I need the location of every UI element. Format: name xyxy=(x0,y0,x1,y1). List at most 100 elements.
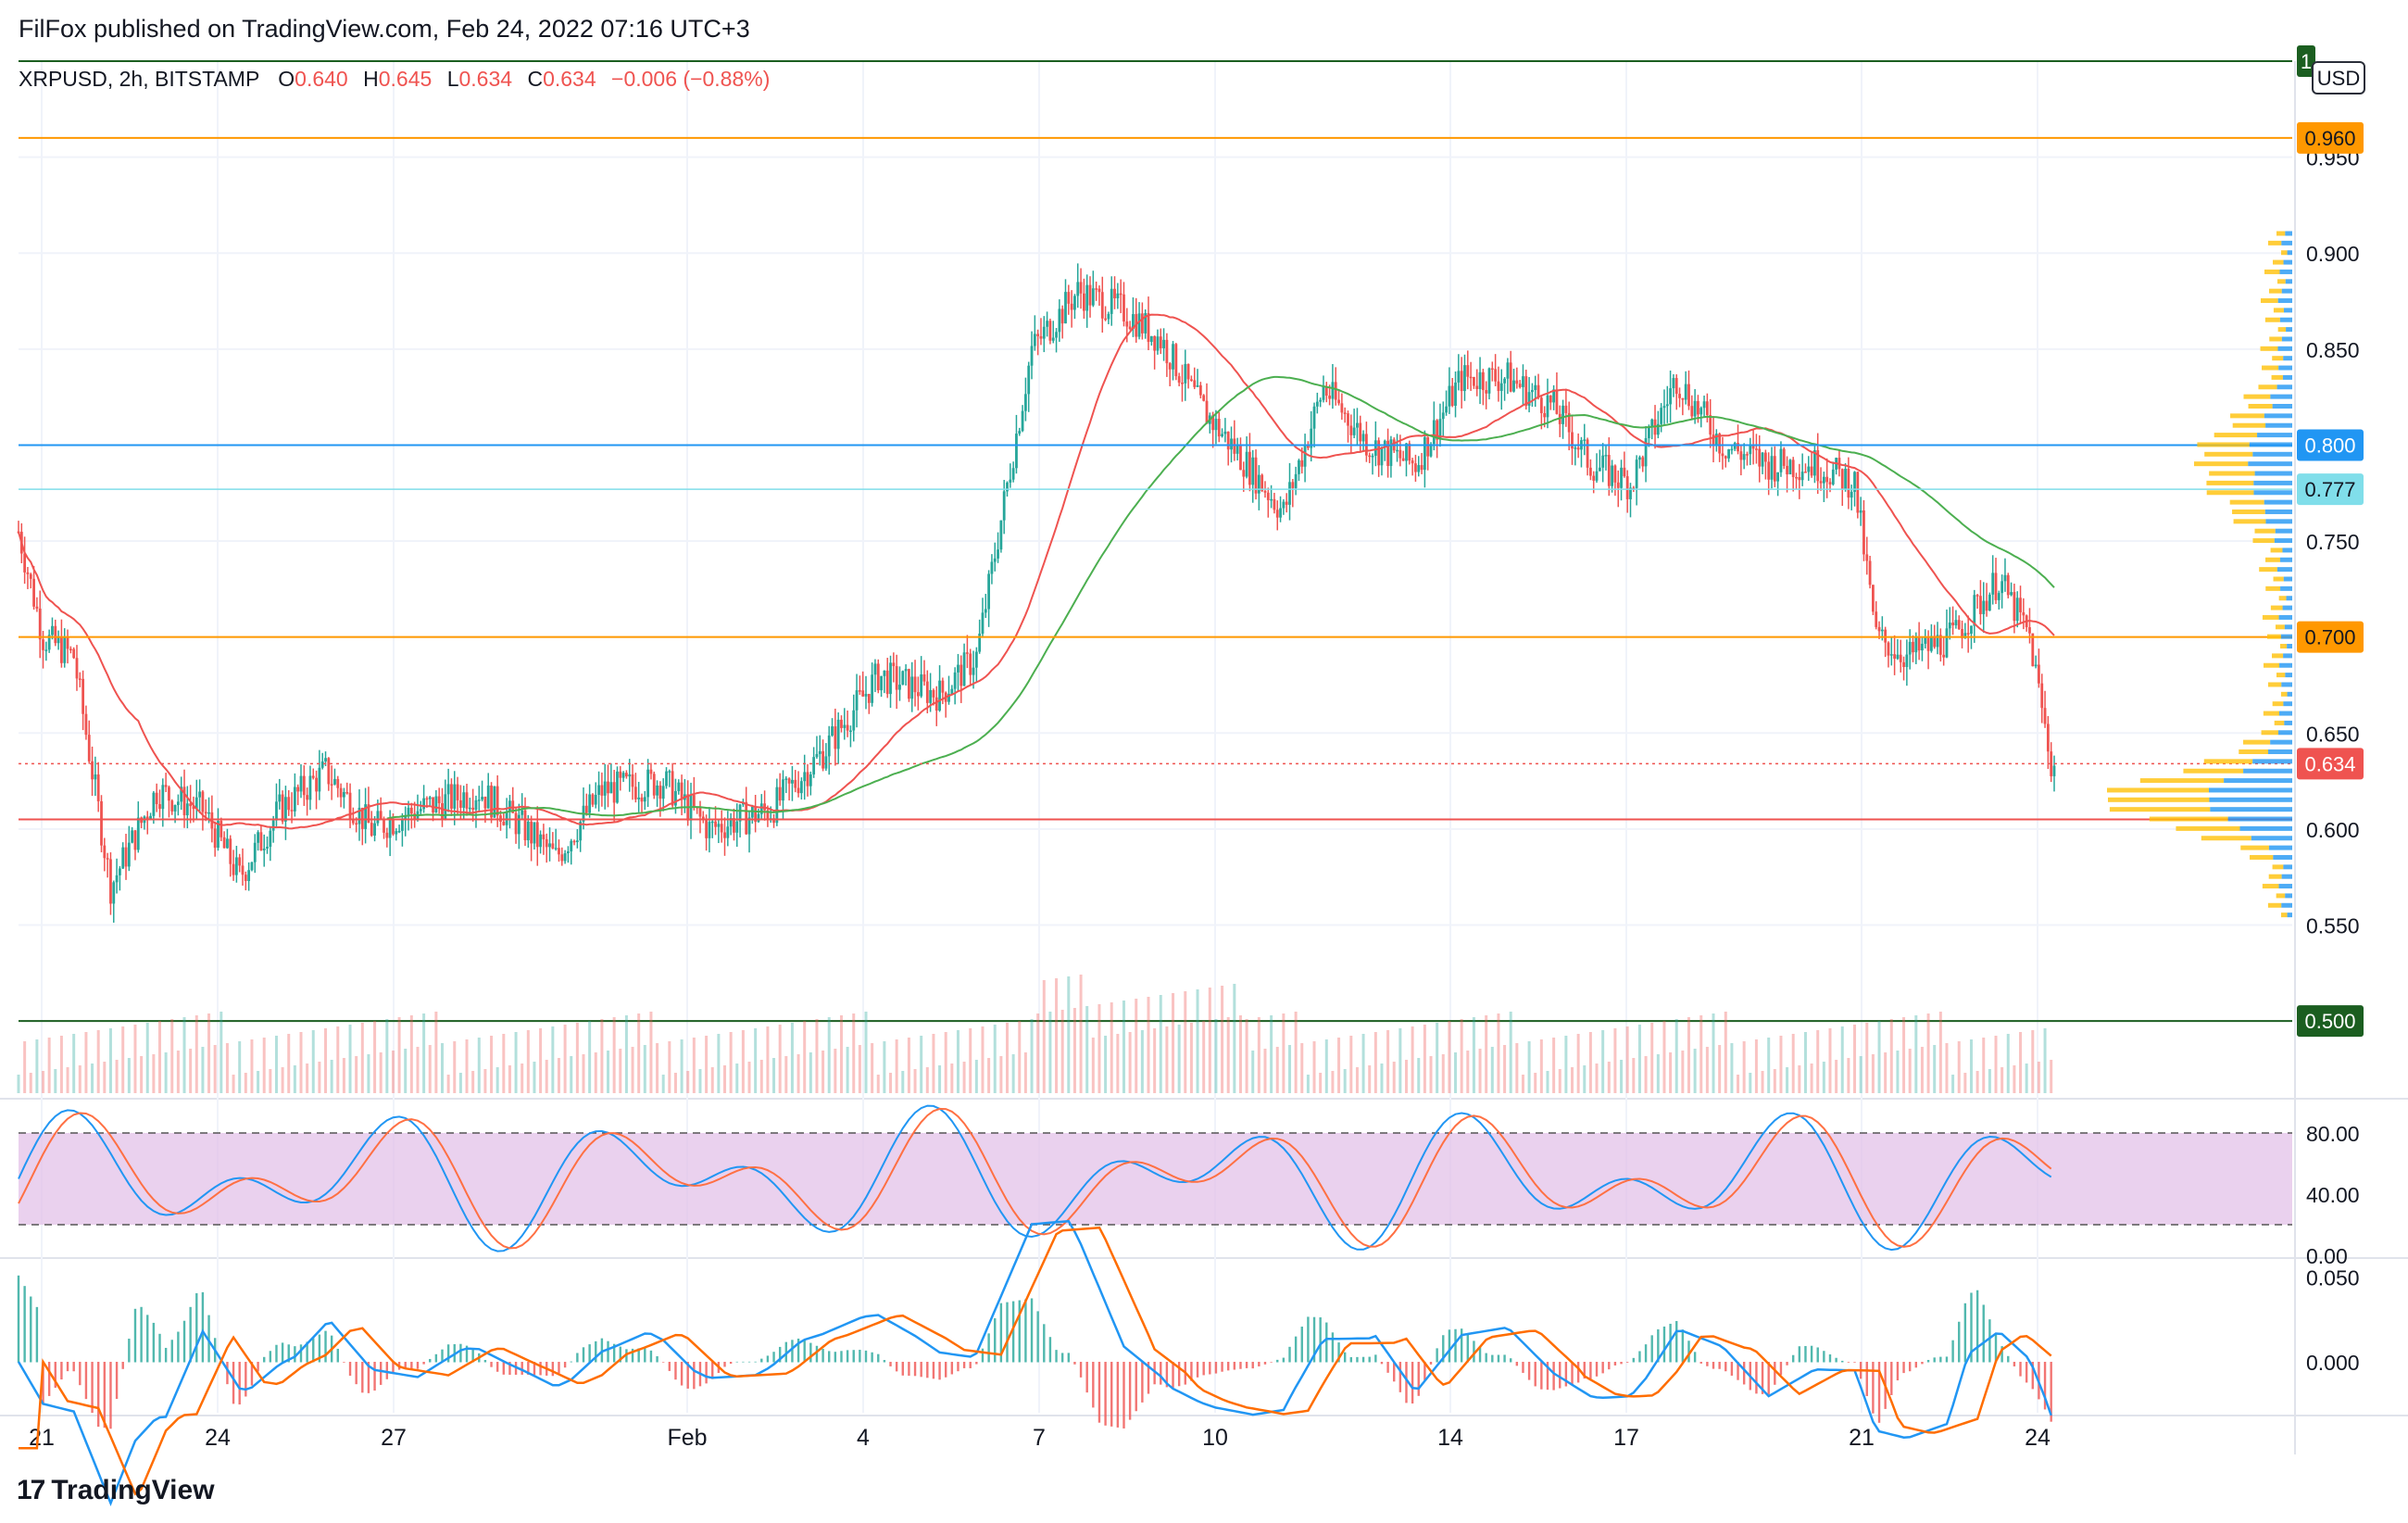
volume-bar xyxy=(287,1034,291,1093)
legend-change: −0.006 (−0.88%) xyxy=(611,67,771,91)
candle xyxy=(1248,451,1251,485)
candle xyxy=(1048,321,1052,341)
volume-bar xyxy=(987,1058,991,1093)
candle xyxy=(490,785,493,818)
candle xyxy=(1938,635,1942,655)
candle xyxy=(999,520,1003,550)
candle xyxy=(677,782,681,791)
candle xyxy=(959,664,963,686)
macd-histogram-bar xyxy=(250,1362,254,1386)
macd-histogram-bar xyxy=(232,1362,235,1404)
macd-histogram-bar xyxy=(72,1362,75,1372)
volume-bar xyxy=(533,1062,536,1093)
macd-histogram-bar xyxy=(1853,1362,1856,1363)
volume-profile-bar xyxy=(2285,673,2292,678)
volume-bar xyxy=(1392,1062,1396,1093)
volume-bar xyxy=(1994,1036,1998,1093)
volume-bar xyxy=(993,1025,997,1093)
currency-badge[interactable]: USD xyxy=(2312,61,2365,94)
volume-profile-bar xyxy=(2206,490,2254,496)
candle xyxy=(1298,459,1300,474)
volume-bar xyxy=(1306,1075,1310,1093)
candle xyxy=(1825,476,1829,483)
candle xyxy=(1555,389,1559,414)
candle xyxy=(238,857,242,866)
candle xyxy=(1647,427,1650,438)
candle xyxy=(508,800,511,812)
macd-histogram-bar xyxy=(1994,1333,1998,1363)
volume-bar xyxy=(2031,1030,2035,1093)
candle xyxy=(1914,636,1918,653)
candle xyxy=(1198,384,1202,396)
tradingview-logo[interactable]: 17 TradingView xyxy=(17,1475,215,1506)
volume-bar xyxy=(1620,1060,1624,1093)
volume-profile-bar xyxy=(2285,231,2292,236)
candle xyxy=(2038,664,2040,684)
volume-profile-bar xyxy=(2268,874,2282,879)
candle xyxy=(1340,403,1344,413)
macd-histogram-bar xyxy=(877,1353,880,1363)
candle xyxy=(1046,321,1049,327)
candle xyxy=(213,828,217,849)
volume-profile-bar xyxy=(2276,279,2286,284)
volume-profile-bar xyxy=(2250,854,2274,860)
macd-histogram-bar xyxy=(343,1362,345,1363)
candle xyxy=(775,787,779,824)
candle xyxy=(637,797,641,799)
candle xyxy=(1100,292,1104,319)
macd-histogram-bar xyxy=(1675,1320,1678,1363)
macd-histogram-bar xyxy=(355,1362,357,1385)
volume-bar xyxy=(1871,1054,1875,1093)
macd-histogram-bar xyxy=(1128,1362,1132,1420)
macd-histogram-bar xyxy=(1466,1334,1469,1363)
candle xyxy=(1828,482,1832,485)
volume-bar xyxy=(490,1036,494,1093)
macd-histogram-bar xyxy=(747,1361,751,1363)
x-tick-label: 21 xyxy=(1849,1425,1875,1451)
macd-histogram-bar xyxy=(1048,1337,1052,1363)
macd-histogram-bar xyxy=(1405,1362,1408,1403)
candle xyxy=(920,673,923,697)
x-tick-label: 24 xyxy=(205,1425,231,1451)
volume-profile-bar xyxy=(2280,634,2292,639)
candle xyxy=(72,648,76,659)
volume-bar xyxy=(1749,1073,1752,1093)
volume-bar xyxy=(1085,1006,1089,1093)
macd-histogram-bar xyxy=(1349,1356,1353,1363)
candle xyxy=(75,658,79,679)
candle xyxy=(266,847,269,849)
volume-bar xyxy=(1803,1032,1807,1093)
candle xyxy=(1982,600,1986,614)
candle xyxy=(514,812,518,835)
volume-profile-bar xyxy=(2275,528,2292,534)
candle xyxy=(370,823,373,836)
candle xyxy=(1702,401,1706,409)
macd-histogram-bar xyxy=(91,1362,94,1414)
candle xyxy=(1951,622,1954,626)
macd-histogram-bar xyxy=(1828,1353,1832,1363)
macd-histogram-bar xyxy=(1429,1362,1433,1365)
candle xyxy=(1177,376,1181,384)
candle xyxy=(1518,384,1522,387)
candle xyxy=(1859,510,1862,513)
macd-histogram-bar xyxy=(1601,1362,1604,1374)
candle xyxy=(293,787,296,812)
macd-histogram-bar xyxy=(1190,1362,1193,1381)
macd-histogram-bar xyxy=(772,1352,775,1363)
candle xyxy=(708,822,711,838)
candle xyxy=(1436,420,1439,440)
volume-profile-bar xyxy=(2277,298,2292,304)
candle xyxy=(1970,625,1973,635)
macd-histogram-bar xyxy=(975,1362,978,1365)
volume-bar xyxy=(624,1015,628,1093)
volume-bar xyxy=(1165,1026,1169,1093)
volume-bar xyxy=(883,1041,886,1093)
candle xyxy=(1190,379,1193,381)
macd-histogram-bar xyxy=(1398,1362,1402,1392)
volume-profile-bar xyxy=(2270,739,2292,745)
volume-bar xyxy=(299,1032,303,1093)
macd-histogram-bar xyxy=(828,1351,831,1363)
macd-histogram-bar xyxy=(152,1322,156,1363)
volume-profile-bar xyxy=(2139,778,2225,784)
